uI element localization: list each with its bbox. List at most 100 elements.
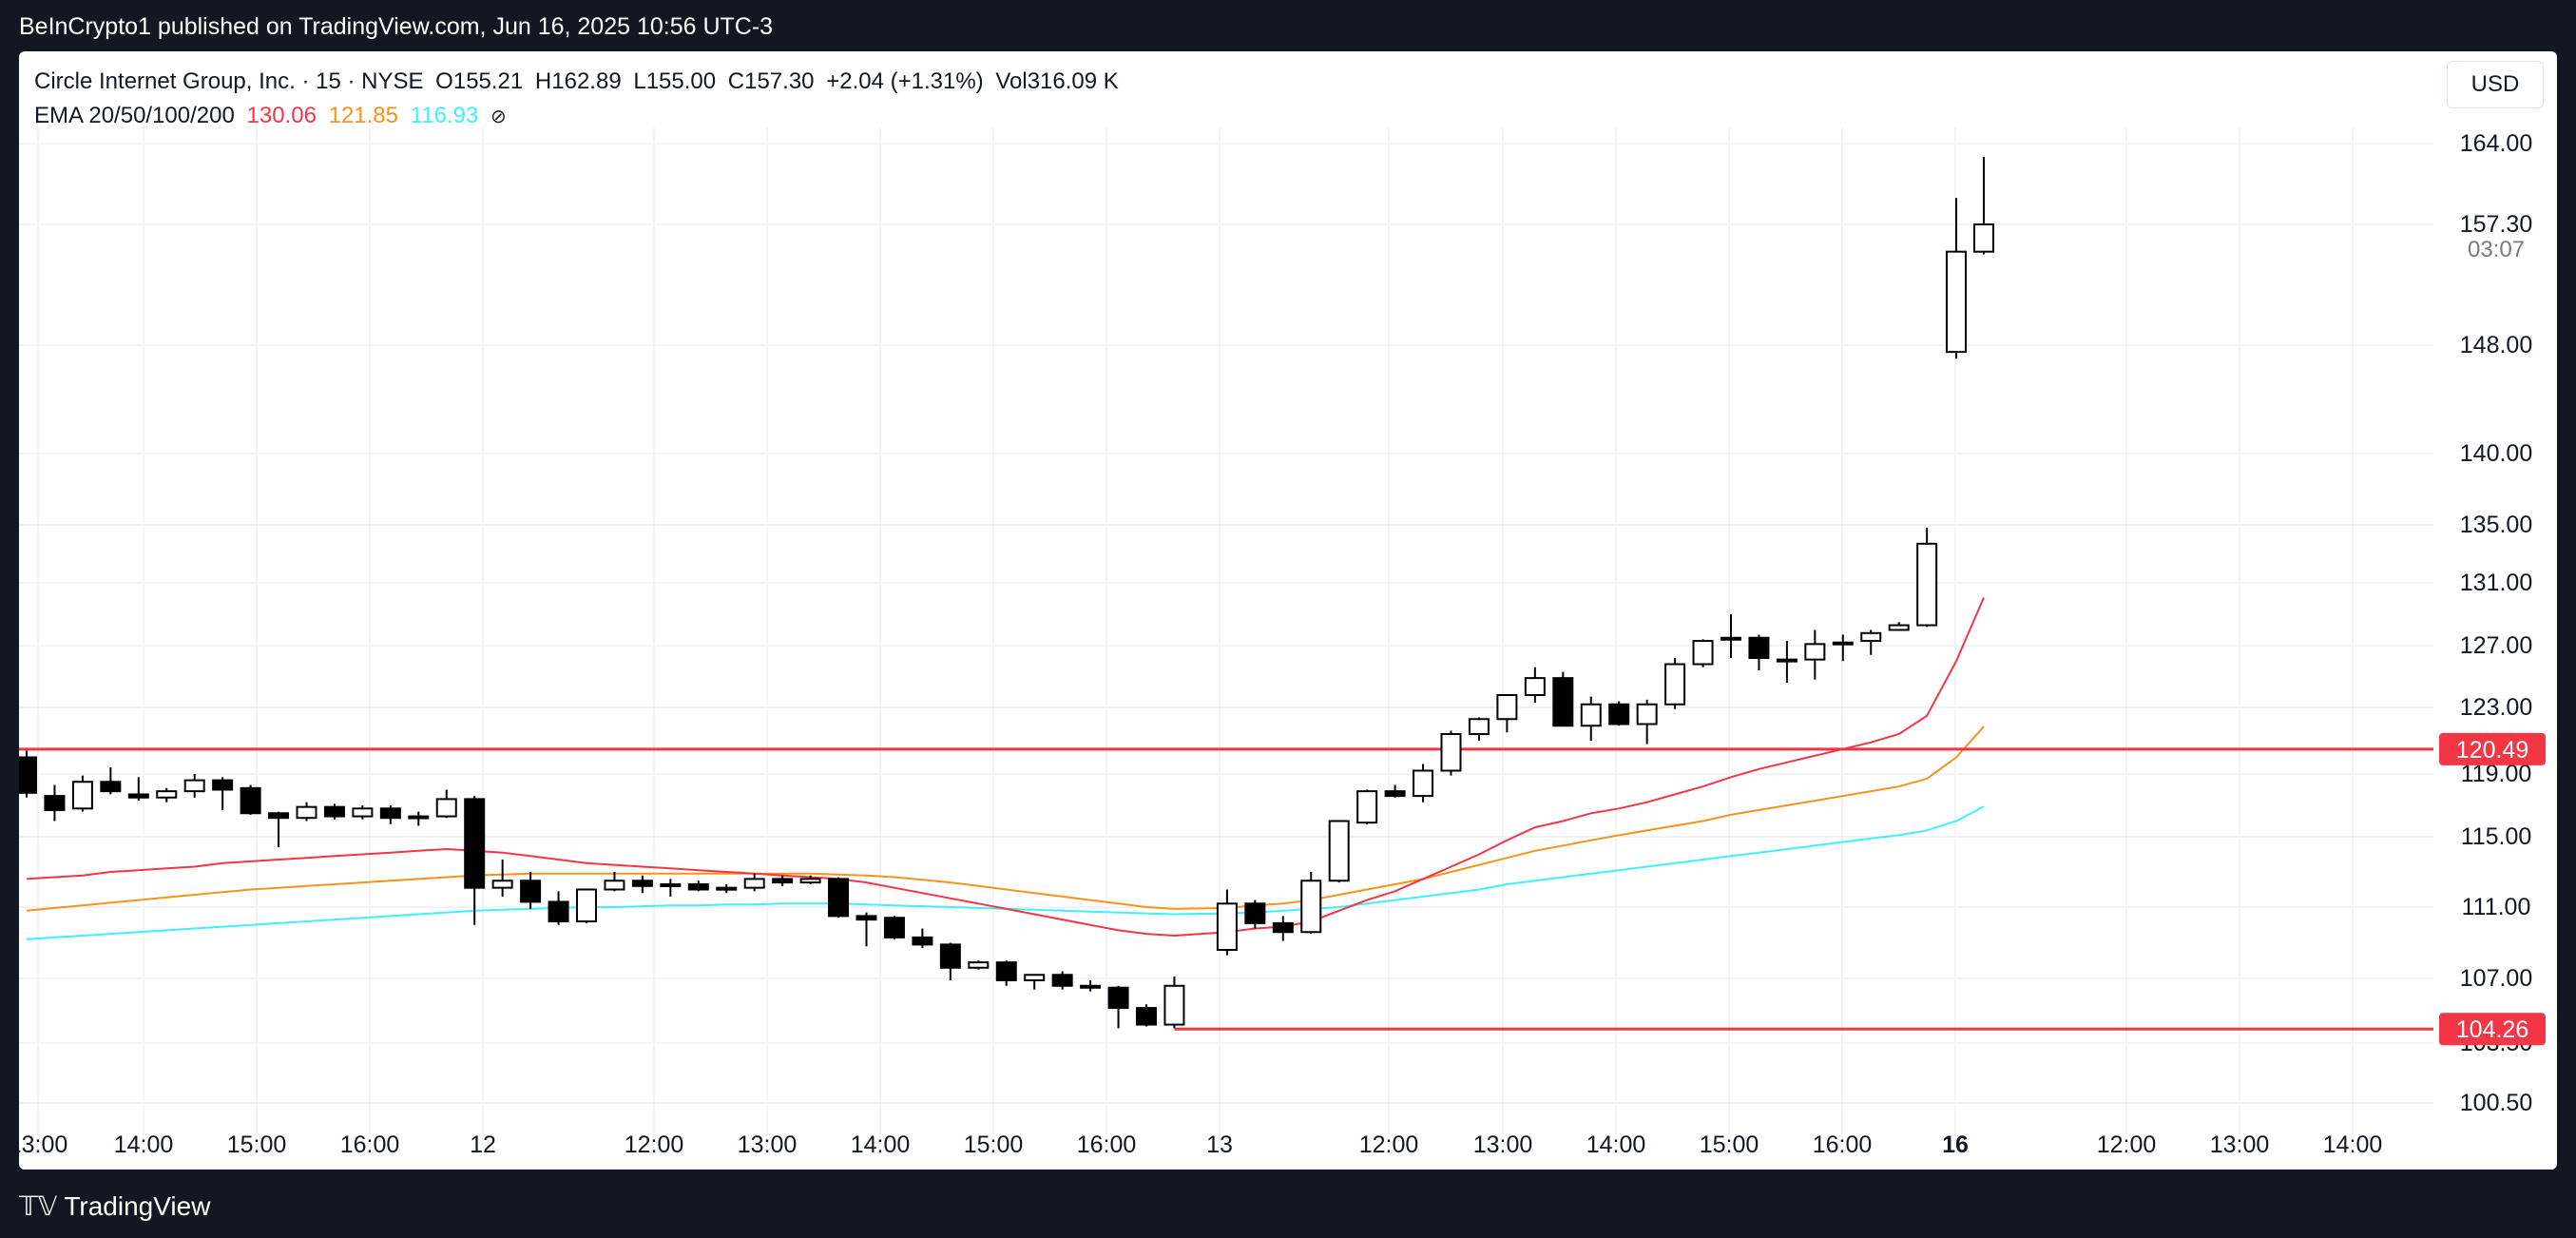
candle-up xyxy=(716,886,738,891)
level-price-badge xyxy=(2439,1013,2546,1046)
candle-up xyxy=(1916,542,1938,627)
candle-up xyxy=(156,790,178,799)
time-tick-label: 12:00 xyxy=(625,1132,684,1158)
price-tick-label: 123.00 xyxy=(2460,694,2532,721)
ema20-value: 130.06 xyxy=(246,103,317,128)
chart-panel[interactable]: 164.00 157.30 148.00 140.00 135.00 131.00 127.… xyxy=(19,51,2557,1170)
volume-value: Vol316.09 K xyxy=(995,68,1119,94)
candle-up xyxy=(799,878,821,884)
price-tick-label: 127.00 xyxy=(2460,632,2532,659)
time-tick-label: 13:00 xyxy=(738,1132,798,1158)
candle-up xyxy=(1496,694,1518,721)
price-tick-label: 111.00 xyxy=(2462,894,2531,920)
candle-down xyxy=(268,812,290,820)
candle-up xyxy=(1024,974,1046,981)
candle-down xyxy=(1051,974,1073,987)
currency-button[interactable]: USD xyxy=(2447,61,2544,108)
time-tick-label: 13:00 xyxy=(2210,1132,2270,1158)
candle-down xyxy=(883,917,905,938)
candle-up xyxy=(491,880,513,889)
candle-up xyxy=(1776,658,1797,663)
candle-up xyxy=(1580,703,1602,727)
candle-up xyxy=(1804,643,1826,661)
price-tick-label: 148.00 xyxy=(2460,332,2532,358)
candle-down xyxy=(19,756,37,794)
candle-up xyxy=(296,805,317,820)
price-tick-label: 131.00 xyxy=(2460,570,2532,596)
candle-down xyxy=(1272,921,1294,934)
price-tick-label: 107.00 xyxy=(2460,965,2532,992)
price-tick-label: 140.00 xyxy=(2460,440,2532,467)
time-tick-label: 13:00 xyxy=(19,1132,67,1158)
candle-up xyxy=(576,888,597,922)
close-value: C157.30 xyxy=(727,68,815,94)
price-tick-label: 115.00 xyxy=(2461,823,2532,850)
time-tick-label: 16:00 xyxy=(340,1132,400,1158)
time-tick-label: 12:00 xyxy=(2097,1132,2157,1158)
candle-down xyxy=(127,793,149,799)
candle-up xyxy=(1973,223,1994,253)
candle-down xyxy=(548,900,569,923)
time-tick-label: 12 xyxy=(470,1132,496,1158)
ema100-line xyxy=(26,805,1985,940)
ema-label[interactable]: EMA 20/50/100/200 xyxy=(34,103,235,128)
candle-up xyxy=(1832,641,1854,646)
candle-up xyxy=(1356,790,1378,824)
tradingview-logo[interactable]: 𝕋𝕍 TradingView xyxy=(19,1190,210,1222)
candle-down xyxy=(1107,986,1129,1010)
candle-up xyxy=(408,815,430,820)
candle-up xyxy=(1664,663,1686,706)
candle-down xyxy=(379,807,401,820)
ema50-value: 121.85 xyxy=(328,103,398,128)
candle-down xyxy=(995,961,1017,981)
candle-down xyxy=(1384,790,1406,798)
candle-down xyxy=(1080,984,1102,989)
candle-down xyxy=(240,786,261,815)
candle-up xyxy=(1524,677,1546,696)
price-tick-label: 100.50 xyxy=(2460,1090,2532,1116)
time-tick-label: 14:00 xyxy=(851,1132,911,1158)
candle-down xyxy=(100,781,122,793)
candle-up xyxy=(743,878,765,889)
time-tick-label: 13:00 xyxy=(1473,1132,1533,1158)
change-value: +2.04 (+1.31%) xyxy=(826,68,984,94)
footer-bar: 𝕋𝕍 TradingView xyxy=(0,1170,2576,1238)
candle-up xyxy=(1468,718,1490,735)
time-tick-label: 13 xyxy=(1206,1132,1233,1158)
symbol-label[interactable]: Circle Internet Group, Inc. · 15 · NYSE xyxy=(34,68,424,94)
candle-down xyxy=(939,943,961,969)
candle-down xyxy=(855,915,877,921)
candle-down xyxy=(520,880,542,903)
time-tick-label: 15:00 xyxy=(964,1132,1024,1158)
time-tick-label: 16:00 xyxy=(1077,1132,1137,1158)
candle-down xyxy=(828,878,850,918)
candle-up xyxy=(1328,820,1350,882)
eye-off-icon[interactable]: ⊘ xyxy=(490,106,507,127)
candle-down xyxy=(323,805,345,818)
time-tick-label: 15:00 xyxy=(227,1132,287,1158)
price-tick-label: 135.00 xyxy=(2460,512,2532,538)
candle-up xyxy=(1692,640,1714,666)
candle-up xyxy=(1860,631,1882,643)
time-tick-label: 16:00 xyxy=(1813,1132,1873,1158)
candle-up xyxy=(1413,769,1434,798)
candle-up xyxy=(352,807,374,818)
candle-up xyxy=(968,961,990,969)
symbol-row: Circle Internet Group, Inc. · 15 · NYSE … xyxy=(34,65,1125,99)
candle-up xyxy=(1636,703,1658,725)
candle-up xyxy=(1946,250,1967,354)
candle-down xyxy=(1608,703,1630,725)
candle-down xyxy=(464,798,486,889)
candle-up xyxy=(1216,902,1238,951)
countdown-label: 03:07 xyxy=(2468,237,2525,262)
candle-up xyxy=(604,880,625,891)
candle-down xyxy=(1244,902,1266,924)
low-value: L155.00 xyxy=(633,68,717,94)
time-tick-label: 14:00 xyxy=(114,1132,174,1158)
candle-up xyxy=(1440,733,1462,772)
candle-up xyxy=(1721,636,1741,641)
candle-up xyxy=(1888,624,1910,631)
candle-up xyxy=(71,781,93,810)
price-chart[interactable]: 164.00 157.30 148.00 140.00 135.00 131.00 127.… xyxy=(19,51,2557,1170)
level-price-label: 104.26 xyxy=(2456,1016,2528,1043)
